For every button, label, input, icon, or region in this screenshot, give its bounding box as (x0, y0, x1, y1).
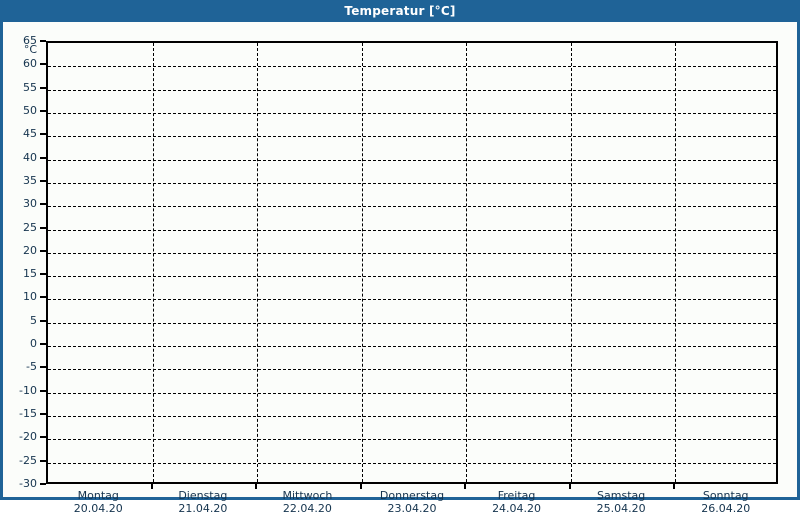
y-axis-tick (40, 319, 46, 322)
y-axis-tick-label: -15 (19, 407, 37, 421)
gridline-horizontal (48, 416, 776, 418)
gridline-horizontal (48, 66, 776, 68)
x-axis-day-name: Sonntag (702, 489, 749, 502)
gridline-vertical (675, 43, 677, 482)
y-axis-tick (40, 389, 46, 392)
x-axis-day-name: Samstag (597, 489, 646, 502)
gridline-horizontal (48, 369, 776, 371)
gridline-horizontal (48, 276, 776, 278)
y-axis-tick (40, 436, 46, 439)
y-axis-tick-label: -25 (19, 453, 37, 467)
y-axis-tick (40, 40, 46, 42)
x-axis-tick (255, 484, 258, 489)
y-axis-tick-label: 60 (23, 57, 37, 71)
x-axis-tick (359, 484, 362, 489)
y-axis-tick (40, 273, 46, 276)
x-axis-date: 22.04.20 (282, 502, 332, 515)
x-axis-date: 26.04.20 (701, 502, 751, 515)
y-axis-tick-label: 45 (23, 127, 37, 141)
y-axis-tick (40, 226, 46, 229)
gridline-vertical (466, 43, 468, 482)
gridline-horizontal (48, 89, 776, 91)
x-axis-tick-label: Montag 20.04.20 (38, 489, 158, 515)
y-axis-unit-label: °C (23, 43, 37, 56)
y-axis-tick-label: 15 (23, 267, 37, 281)
x-axis-tick (150, 484, 153, 489)
y-axis-tick-label: 35 (23, 173, 37, 187)
y-axis-tick-label: 0 (30, 337, 37, 351)
x-axis-tick-label: Dienstag 21.04.20 (143, 489, 263, 515)
y-axis-tick-label: -10 (19, 383, 37, 397)
y-axis-tick-label: -20 (19, 430, 37, 444)
x-axis-date: 21.04.20 (178, 502, 228, 515)
x-axis-tick (673, 484, 676, 489)
y-axis-tick (40, 483, 46, 485)
x-axis-tick-label: Donnerstag 23.04.20 (352, 489, 472, 515)
x-axis-day-name: Freitag (497, 489, 536, 502)
series-layer (48, 43, 776, 482)
x-axis-tick-label: Mittwoch 22.04.20 (247, 489, 367, 515)
y-axis-tick (40, 156, 46, 159)
y-axis-tick (40, 459, 46, 462)
y-axis-tick (40, 63, 46, 66)
y-axis-tick (40, 86, 46, 89)
gridline-vertical (361, 43, 363, 482)
gridline-horizontal (48, 439, 776, 441)
page-title: Temperatur [°C] (344, 4, 456, 18)
x-axis-date: 25.04.20 (596, 502, 646, 515)
y-axis-tick (40, 296, 46, 299)
gridline-horizontal (48, 206, 776, 208)
gridline-horizontal (48, 159, 776, 161)
y-axis-tick-label: 10 (23, 290, 37, 304)
x-axis-day-name: Montag (77, 489, 119, 502)
y-axis-tick-label: 5 (30, 313, 37, 327)
gridline-horizontal (48, 346, 776, 348)
y-axis-tick-label: 40 (23, 150, 37, 164)
gridline-horizontal (48, 322, 776, 324)
y-axis-tick (40, 179, 46, 182)
gridline-horizontal (48, 229, 776, 231)
chart-canvas: °C 65 60 55 50 45 40 35 30 25 20 15 10 5 0 -5 -10 -15 -20… (3, 22, 797, 515)
y-axis-tick-label: 25 (23, 220, 37, 234)
gridline-horizontal (48, 299, 776, 301)
y-axis-tick (40, 413, 46, 416)
y-axis-tick (40, 366, 46, 369)
y-axis-tick-label: 55 (23, 80, 37, 94)
y-axis-tick-label: 20 (23, 243, 37, 257)
gridline-horizontal (48, 252, 776, 254)
x-axis-date: 20.04.20 (73, 502, 123, 515)
gridline-horizontal (48, 392, 776, 394)
gridline-vertical (257, 43, 259, 482)
gridline-vertical (570, 43, 572, 482)
plot-area (46, 41, 778, 484)
y-axis-tick (40, 109, 46, 112)
x-axis-day-name: Dienstag (178, 489, 228, 502)
x-axis-tick-label: Sonntag 26.04.20 (666, 489, 786, 515)
y-axis-tick (40, 249, 46, 252)
x-axis-date: 24.04.20 (492, 502, 542, 515)
y-axis-tick-label: 65 (23, 34, 37, 47)
y-axis-tick-label: -5 (26, 360, 37, 374)
x-axis-tick (464, 484, 467, 489)
gridline-vertical (152, 43, 154, 482)
window-title-bar: Temperatur [°C] (0, 0, 800, 22)
gridline-horizontal (48, 462, 776, 464)
y-axis-tick-label: 50 (23, 103, 37, 117)
x-axis-day-name: Donnerstag (379, 489, 445, 502)
y-axis-tick-label: 30 (23, 197, 37, 211)
x-axis-tick-label: Samstag 25.04.20 (561, 489, 681, 515)
gridline-horizontal (48, 182, 776, 184)
x-axis-tick (568, 484, 571, 489)
y-axis-tick (40, 133, 46, 136)
x-axis-tick-label: Freitag 24.04.20 (457, 489, 577, 515)
x-axis-date: 23.04.20 (387, 502, 437, 515)
gridline-horizontal (48, 136, 776, 138)
y-axis-tick (40, 203, 46, 206)
y-axis-tick-label: -30 (19, 477, 37, 490)
gridline-horizontal (48, 112, 776, 114)
y-axis-tick (40, 343, 46, 346)
x-axis-day-name: Mittwoch (282, 489, 333, 502)
